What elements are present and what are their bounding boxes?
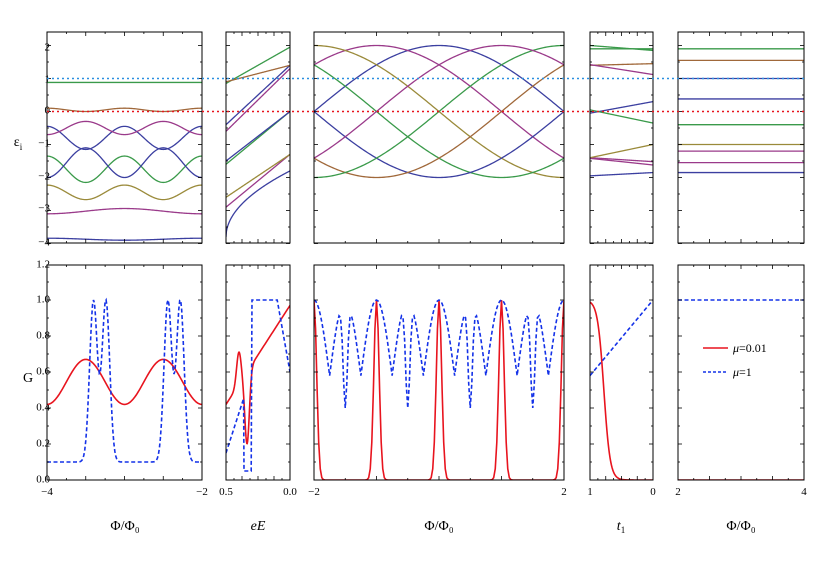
x-axis-label-p3: Φ/Φ₀ [424, 519, 453, 534]
x-tick-p4-left: 1 [587, 486, 593, 498]
band-p1-7 [47, 120, 202, 136]
y-axis-label-top-base: ε [14, 135, 20, 150]
x-tick-p3-right: 2 [561, 486, 567, 498]
conductance-p4-mu-1 [590, 299, 653, 377]
conductance-p2-mu-1 [226, 299, 290, 472]
band-p4-10 [590, 44, 653, 52]
frame-p1-spectrum [46, 31, 203, 244]
band-p1-2 [47, 207, 202, 215]
band-p4-5 [590, 100, 653, 114]
legend-label-mu-1-prefix: μ [732, 365, 739, 379]
x-tick-p2-left: 0.5 [219, 486, 233, 498]
x-tick-p1-right: −2 [196, 486, 208, 498]
x-ticks: −4 −2 0.5 0.0 −2 2 1 0 2 4 [41, 486, 807, 498]
curves-p2-conductance [226, 299, 290, 472]
x-axis-label-p4-sub: 1 [621, 525, 626, 535]
curves-p4-spectrum [590, 44, 653, 177]
x-tick-p5-right: 4 [801, 486, 807, 498]
band-p3-8 [314, 44, 564, 159]
x-axis-label-p4-base: t [617, 519, 622, 534]
curves-p3-conductance [314, 299, 564, 480]
legend-label-mu-001-prefix: μ [732, 341, 739, 355]
band-p4-8 [590, 63, 653, 76]
frame-p3-spectrum [313, 31, 565, 244]
x-tick-p4-right: 0 [650, 486, 656, 498]
band-p2-3 [226, 153, 290, 198]
reference-lines [47, 77, 804, 113]
x-tick-p1-left: −4 [41, 486, 53, 498]
band-p1-4 [47, 155, 202, 184]
plot-curves [47, 44, 804, 480]
y-axis-label-top: εi [14, 135, 23, 152]
band-p2-2 [226, 153, 290, 208]
conductance-p2-mu-001 [226, 304, 290, 445]
conductance-p4-mu-001 [590, 301, 653, 480]
curves-p2-spectrum [226, 46, 290, 237]
band-p2-6 [226, 68, 290, 132]
band-p1-3 [47, 184, 202, 201]
y-tick-bottom-0.4: 0.4 [36, 402, 50, 414]
legend: μ=0.01 μ=1 [703, 341, 767, 379]
y-axis-label-top-sub: i [20, 142, 23, 152]
frame-p3-conductance [313, 264, 565, 481]
y-tick-top-m1: −1 [38, 138, 50, 150]
band-p2-1 [226, 170, 290, 237]
curves-p1-spectrum [47, 81, 202, 241]
frame-p1-conductance [46, 264, 203, 481]
band-p1-5 [47, 147, 202, 179]
y-tick-bottom-0.6: 0.6 [36, 366, 50, 378]
curves-p4-conductance [590, 299, 653, 480]
x-axis-labels: Φ/Φ₀ eE Φ/Φ₀ t1 Φ/Φ₀ [110, 519, 755, 535]
panel-frames [46, 31, 805, 481]
y-tick-bottom-0.2: 0.2 [36, 438, 50, 450]
band-p4-4 [590, 157, 653, 166]
band-p2-9 [226, 64, 290, 83]
y-ticks-top: 2 1 0 −1 −2 −3 −4 [38, 42, 50, 249]
band-p2-8 [226, 46, 290, 85]
band-p3-5 [314, 111, 564, 179]
curves-p1-conductance [47, 296, 202, 463]
frame-p5-spectrum [677, 31, 805, 244]
band-p4-2 [590, 157, 653, 163]
band-p1-8 [47, 107, 202, 113]
y-axis-label-bottom: G [23, 371, 33, 386]
conductance-p1-mu-1 [47, 296, 202, 463]
x-axis-label-p2: eE [251, 519, 266, 534]
curves-p5-spectrum [678, 48, 804, 174]
legend-label-mu-1-suffix: =1 [739, 365, 752, 379]
legend-label-mu-001-suffix: =0.01 [739, 341, 767, 355]
band-p2-5 [226, 110, 290, 162]
y-tick-top-m3: −3 [38, 203, 50, 215]
band-p4-6 [590, 109, 653, 124]
frame-p4-conductance [589, 264, 654, 481]
conductance-p1-mu-001 [47, 358, 202, 406]
band-p3-6 [314, 64, 564, 179]
band-p4-3 [590, 143, 653, 159]
conductance-p3-mu-1 [314, 299, 564, 409]
band-p4-1 [590, 171, 653, 177]
curves-p5-conductance [678, 299, 804, 480]
band-p2-7 [226, 64, 290, 126]
band-p4-7 [590, 63, 653, 66]
x-tick-p2-right: 0.0 [283, 486, 297, 498]
legend-label-mu-001: μ=0.01 [732, 341, 767, 355]
band-p1-6 [47, 125, 202, 151]
y-tick-bottom-0.8: 0.8 [36, 330, 50, 342]
conductance-p3-mu-001 [314, 299, 564, 480]
x-axis-label-p4: t1 [617, 519, 625, 535]
y-tick-bottom-1.0: 1.0 [36, 294, 50, 306]
legend-label-mu-1: μ=1 [732, 365, 752, 379]
x-tick-p3-left: −2 [308, 486, 320, 498]
x-axis-label-p5: Φ/Φ₀ [726, 519, 755, 534]
x-axis-label-p1: Φ/Φ₀ [110, 519, 139, 534]
x-tick-p5-left: 2 [675, 486, 681, 498]
y-tick-top-m2: −2 [38, 171, 50, 183]
